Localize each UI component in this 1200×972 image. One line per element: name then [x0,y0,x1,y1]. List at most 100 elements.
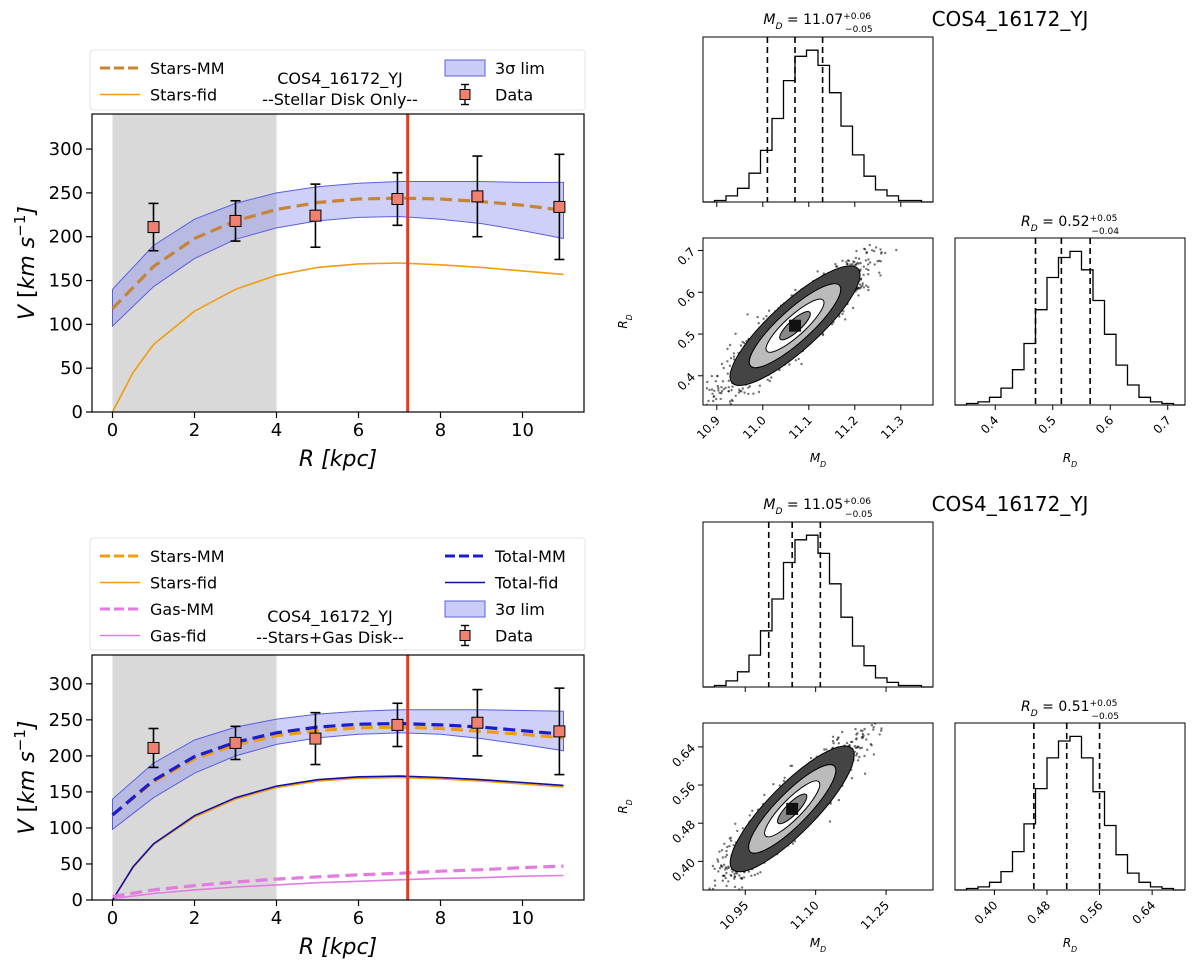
hist-rd-x-tick-label: 0.64 [1129,898,1158,927]
hist-md-bars [703,49,933,203]
joint-sample [733,877,736,880]
joint-sample [870,718,872,720]
joint-sample [869,743,873,746]
joint-sample [816,270,819,273]
joint-y-tick-label: 0.40 [669,856,698,885]
y-tick-label: 250 [49,710,83,731]
joint-sample [854,746,857,749]
joint-sample [720,406,722,408]
legend-band-swatch [444,59,486,77]
joint-sample [879,274,882,277]
joint-sample [895,248,898,252]
joint-sample [708,887,711,890]
x-tick-label: 2 [189,908,200,929]
joint-sample [870,724,874,727]
joint-sample [723,868,727,871]
joint-sample [696,405,698,407]
joint-sample [883,251,887,255]
joint-sample [720,390,724,393]
data-point [391,718,404,731]
hist-rd-title: RD = 0.52+0.05 −0.04 [1021,214,1119,237]
joint-sample [862,286,866,289]
joint-sample [863,772,867,775]
joint-y-tick-label: 0.4 [675,370,698,393]
joint-sample [713,879,717,882]
joint-sample [693,420,695,422]
joint-sample [756,872,759,875]
joint-sample [748,814,751,817]
series-stars-mm-line [111,725,564,817]
joint-sample [733,885,737,889]
joint-x-tick-label: 10.95 [717,898,751,932]
joint-sample [727,880,730,883]
series-gas-mm-line [112,864,564,898]
joint-x-tick-label: 11.2 [832,413,861,442]
joint-sample [720,392,723,395]
joint-sample [845,260,848,264]
joint-sample [850,777,854,780]
joint-sample [725,884,728,888]
joint-y-tick-label: 0.7 [675,245,698,268]
hist-rd-x-tick-label: 0.4 [978,413,1001,436]
joint-sample [831,739,835,743]
joint-sample [778,368,781,372]
joint-sample [861,729,864,733]
joint-y-axis-label: RD [616,799,634,813]
joint-sample [741,340,744,344]
joint-sample [789,764,792,768]
joint-sample [862,273,865,277]
joint-x-tick-label: 11.0 [740,413,769,442]
joint-sample [726,845,729,849]
joint-sample [736,894,738,896]
joint-x-tick-label: 11.3 [878,413,907,442]
joint-sample [762,317,765,320]
data-point [471,716,484,729]
joint-sample [859,268,862,271]
joint-sample [879,248,882,251]
hist-rd-frame [954,237,1186,406]
joint-x-axis-label: MD [810,936,826,954]
joint-sample [712,399,715,403]
legend-label: Gas-MM [150,600,214,619]
joint-sample [860,714,862,716]
x-tick-label: 4 [271,420,282,441]
series-stars-mm-line [111,196,564,310]
joint-sample [724,855,727,859]
joint-sample [725,867,729,870]
joint-sample [865,284,868,287]
joint-sample [734,332,737,335]
joint-sample [740,877,743,881]
joint-frame [702,237,934,406]
legend-label: Stars-fid [150,86,217,105]
joint-sample [880,727,883,730]
joint-y-tick-label: 0.56 [669,779,698,808]
y-tick-label: 200 [49,227,83,248]
joint-sample [825,748,828,751]
x-tick-label: 8 [435,420,446,441]
joint-sample [731,385,734,388]
joint-sample [832,742,835,745]
joint-sample [891,233,893,235]
joint-sample [872,753,876,756]
joint-sample [866,263,870,266]
hist-rd-x-tick-label: 0.56 [1077,898,1106,927]
joint-sample [751,809,754,812]
joint-sample [746,313,749,316]
legend-label: Gas-fid [150,627,207,646]
x-tick-label: 6 [353,420,364,441]
joint-sample [724,386,727,390]
joint-sample [865,738,868,741]
joint-sample [757,322,760,325]
joint-sample [739,389,742,393]
joint-sample [716,894,718,896]
joint-sample [847,259,851,262]
joint-sample [890,233,892,235]
legend-band-swatch [444,600,486,618]
joint-sample [693,890,695,892]
joint-sample [725,849,728,853]
joint-sample [783,776,786,779]
joint-sample [729,873,732,877]
hist-rd-title: RD = 0.51+0.05 −0.05 [1021,699,1119,722]
joint-sample [867,258,870,261]
